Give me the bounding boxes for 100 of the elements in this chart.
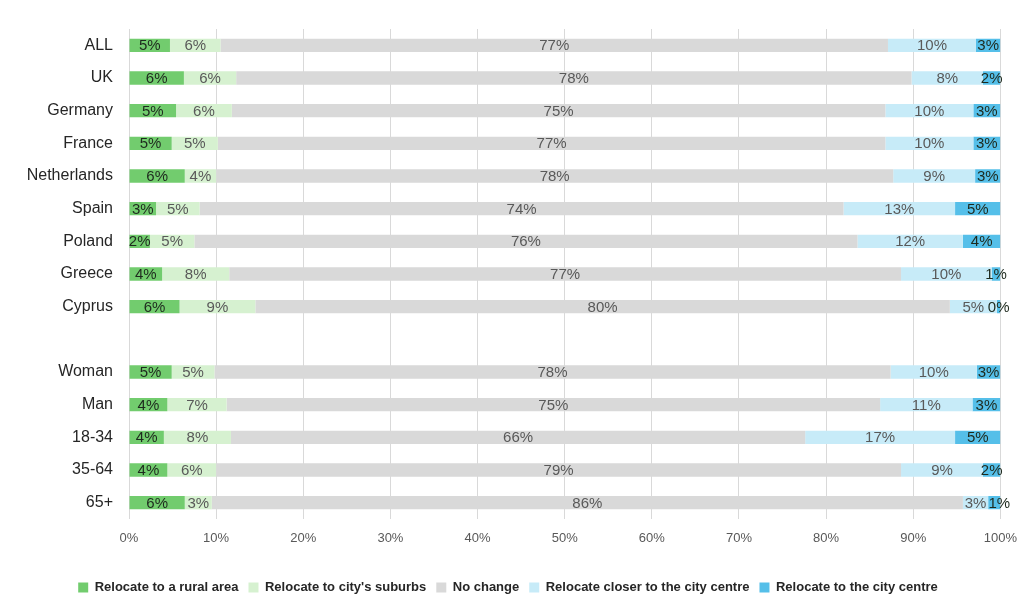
data-label: 4% bbox=[135, 428, 158, 446]
data-label: 77% bbox=[550, 265, 581, 283]
y-tick-label: France bbox=[63, 133, 114, 151]
x-tick-label: 60% bbox=[638, 530, 666, 546]
data-label: 3% bbox=[187, 493, 210, 511]
data-label: 66% bbox=[503, 428, 534, 446]
data-label: 75% bbox=[543, 101, 574, 119]
data-label: 5% bbox=[182, 363, 204, 381]
bar bbox=[901, 463, 983, 477]
bar bbox=[893, 169, 976, 183]
data-label: 5% bbox=[966, 199, 989, 217]
data-label: 3% bbox=[131, 199, 154, 217]
y-tick-label: Woman bbox=[58, 362, 113, 380]
data-label: 6% bbox=[143, 297, 166, 315]
data-label: 78% bbox=[537, 363, 568, 381]
data-label: 4% bbox=[189, 167, 212, 185]
x-tick-label: 0% bbox=[119, 530, 139, 546]
data-label: 76% bbox=[510, 232, 541, 250]
data-label: 8% bbox=[186, 428, 209, 446]
legend-label: Relocate to city's suburbs bbox=[264, 579, 427, 595]
data-label: 5% bbox=[966, 428, 989, 446]
legend-label: Relocate closer to the city centre bbox=[545, 579, 750, 595]
data-label: 79% bbox=[543, 461, 574, 479]
data-label: 75% bbox=[538, 395, 569, 413]
data-label: 5% bbox=[139, 134, 162, 152]
x-tick-label: 10% bbox=[203, 530, 230, 546]
bar bbox=[890, 365, 977, 379]
legend-label: Relocate to the city centre bbox=[775, 579, 938, 595]
data-label: 0% bbox=[987, 297, 1010, 315]
x-tick-label: 50% bbox=[551, 530, 579, 546]
data-label: 6% bbox=[146, 493, 168, 511]
y-tick-label: Man bbox=[81, 395, 113, 413]
data-label: 12% bbox=[895, 232, 926, 250]
data-label: 6% bbox=[180, 461, 203, 479]
data-label: 77% bbox=[536, 134, 567, 152]
data-label: 5% bbox=[166, 199, 189, 217]
data-label: 1% bbox=[985, 265, 1007, 283]
data-label: 6% bbox=[146, 167, 168, 185]
data-label: 9% bbox=[206, 297, 229, 315]
data-label: 3% bbox=[976, 101, 998, 119]
data-label: 78% bbox=[539, 167, 570, 185]
data-label: 3% bbox=[975, 395, 998, 413]
data-label: 3% bbox=[977, 363, 1000, 381]
data-label: 9% bbox=[923, 167, 945, 185]
data-label: 17% bbox=[865, 428, 896, 446]
y-tick-label: 35-64 bbox=[72, 460, 114, 478]
legend-label: No change bbox=[452, 579, 520, 595]
x-tick-label: 80% bbox=[813, 530, 840, 546]
x-tick-label: 70% bbox=[725, 530, 753, 546]
data-label: 5% bbox=[141, 101, 164, 119]
y-tick-label: Germany bbox=[47, 101, 113, 119]
data-label: 77% bbox=[539, 36, 570, 54]
data-label: 5% bbox=[139, 363, 162, 381]
data-label: 10% bbox=[916, 36, 947, 54]
data-label: 3% bbox=[976, 134, 998, 152]
y-tick-label: Cyprus bbox=[62, 297, 113, 315]
data-label: 3% bbox=[977, 36, 1000, 54]
data-label: 6% bbox=[184, 36, 207, 54]
data-label: 11% bbox=[911, 395, 941, 413]
y-tick-label: Spain bbox=[72, 199, 113, 217]
data-label: 5% bbox=[138, 36, 161, 54]
data-label: 4% bbox=[137, 461, 160, 479]
data-label: 86% bbox=[572, 493, 603, 511]
data-label: 6% bbox=[199, 69, 221, 87]
data-label: 5% bbox=[161, 232, 183, 250]
data-label: 3% bbox=[976, 167, 999, 185]
data-label: 4% bbox=[134, 265, 157, 283]
y-tick-label: UK bbox=[90, 68, 114, 86]
data-label: 4% bbox=[137, 395, 160, 413]
y-tick-label: Poland bbox=[63, 231, 113, 249]
x-tick-label: 90% bbox=[900, 530, 927, 546]
data-label: 10% bbox=[914, 134, 945, 152]
data-label: 9% bbox=[931, 461, 953, 479]
data-label: 8% bbox=[936, 69, 959, 87]
data-label: 10% bbox=[931, 265, 962, 283]
y-tick-label: ALL bbox=[84, 35, 114, 53]
data-label: 8% bbox=[184, 265, 207, 283]
data-label: 6% bbox=[145, 69, 168, 87]
data-label: 80% bbox=[587, 297, 618, 315]
data-label: 2% bbox=[128, 232, 151, 250]
x-tick-label: 100% bbox=[983, 530, 1018, 546]
y-tick-label: Netherlands bbox=[26, 166, 113, 184]
data-label: 4% bbox=[970, 232, 993, 250]
data-label: 5% bbox=[183, 134, 206, 152]
data-label: 74% bbox=[506, 199, 537, 217]
y-tick-label: 65+ bbox=[85, 493, 113, 511]
data-label: 6% bbox=[193, 101, 215, 119]
data-label: 13% bbox=[884, 199, 915, 217]
x-tick-label: 30% bbox=[377, 530, 404, 546]
data-label: 10% bbox=[918, 363, 949, 381]
y-tick-label: 18-34 bbox=[72, 427, 114, 445]
legend-label: Relocate to a rural area bbox=[94, 579, 240, 595]
y-tick-label: Greece bbox=[60, 264, 114, 282]
data-label: 5% bbox=[962, 297, 985, 315]
data-label: 10% bbox=[914, 101, 945, 119]
data-label: 7% bbox=[186, 395, 208, 413]
x-tick-label: 20% bbox=[290, 530, 317, 546]
data-label: 3% bbox=[964, 493, 987, 511]
x-tick-label: 40% bbox=[464, 530, 491, 546]
data-label: 78% bbox=[558, 69, 589, 87]
